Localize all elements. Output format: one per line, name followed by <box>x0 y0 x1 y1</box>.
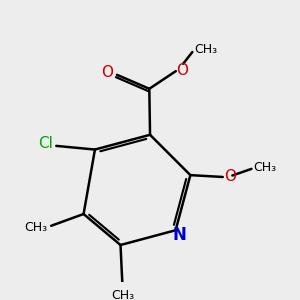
Text: CH₃: CH₃ <box>111 289 134 300</box>
Text: CH₃: CH₃ <box>24 221 47 235</box>
Text: CH₃: CH₃ <box>194 43 217 56</box>
Text: O: O <box>224 169 236 184</box>
Text: O: O <box>176 63 188 78</box>
Text: O: O <box>101 65 113 80</box>
Text: Cl: Cl <box>38 136 53 151</box>
Text: N: N <box>172 226 186 244</box>
Text: CH₃: CH₃ <box>253 161 276 174</box>
